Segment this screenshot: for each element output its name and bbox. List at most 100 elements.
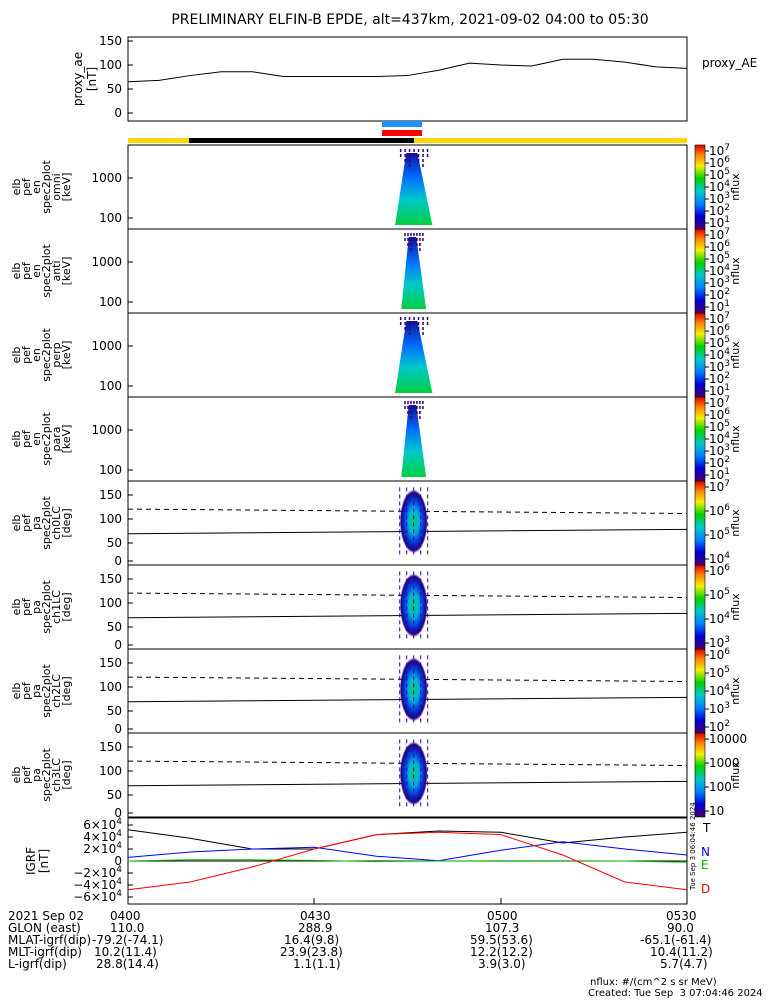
colorbar-tick-label: 104 <box>709 263 730 278</box>
panel-frame <box>127 732 688 818</box>
y-tick-label: 100 <box>99 295 122 309</box>
row-label: MLAT-igrf(dip) <box>8 933 92 947</box>
colorbar-tick-label: 102 <box>709 455 730 470</box>
x-tick-label-3: 0530 <box>666 909 697 923</box>
colorbar-scale <box>694 648 706 734</box>
y-tick-label: 50 <box>107 788 122 802</box>
x-tick-label-0: 0400 <box>110 909 141 923</box>
x-axis <box>127 898 688 904</box>
ephemeris-bar-center <box>189 138 414 143</box>
y-tick-label: 0 <box>114 806 122 820</box>
proxy-ae-ylabel: proxy_ae <box>71 52 85 106</box>
colorbar-tick-label: 104 <box>709 611 730 626</box>
proxy-ae-tick-label: 150 <box>99 34 122 48</box>
y-tick-label: 0 <box>114 638 122 652</box>
panel-elb_pef_pa_spec2plot_ch2LC: 150100500elbpefpaspec2plotch2LC[deg]1061… <box>10 647 742 736</box>
x-tick-label-2: 0500 <box>487 909 518 923</box>
panel-ylabel: en <box>30 180 43 194</box>
igrf-tick-label: 0 <box>114 854 122 868</box>
row-value: 10.2(11.4) <box>94 945 157 959</box>
panel-ylabel: para <box>50 427 63 452</box>
panel-ylabel: elb <box>10 347 23 364</box>
created-note: Created: Tue Sep 3 07:04:46 2024 <box>588 988 763 999</box>
science-zone-blue <box>382 121 422 127</box>
y-tick-label: 1000 <box>91 339 122 353</box>
igrf-legend-d: D <box>701 882 710 896</box>
colorbar-tick-label: 103 <box>709 275 730 290</box>
row-value: 23.9(23.8) <box>280 945 343 959</box>
proxy-ae-tick-label: 50 <box>107 82 122 96</box>
panel-ylabel: pa <box>30 600 43 614</box>
colorbar-tick-label: 106 <box>709 647 730 662</box>
panel-elb_pef_en_spec2plot_omni: 1000100elbpefenspec2plotomni[keV]1071061… <box>10 143 742 230</box>
colorbar-tick-label: 103 <box>709 359 730 374</box>
panel-ylabel: spec2plot <box>40 328 53 382</box>
colorbar-tick-label: 105 <box>709 587 730 602</box>
igrf-tick-label: −6×104 <box>73 889 122 904</box>
row-label: L-igrf(dip) <box>8 957 67 971</box>
colorbar-label: nflux <box>729 677 742 705</box>
colorbar-tick-label: 101 <box>709 215 730 230</box>
panel-ylabel: pef <box>20 765 33 784</box>
panel-ylabel: elb <box>10 683 23 700</box>
igrf-legend-t: T <box>702 821 711 835</box>
row-value: 28.8(14.4) <box>96 957 159 971</box>
proxy-ae-tick-label: 0 <box>114 106 122 120</box>
colorbar-tick-label: 104 <box>709 683 730 698</box>
panel-ylabel: [keV] <box>60 257 73 286</box>
colorbar: 10000 1000 100 10 nflux <box>694 732 747 818</box>
igrf-tick-label: −4×104 <box>73 877 122 892</box>
colorbar-tick-label: 102 <box>709 719 730 734</box>
panel-ylabel: pef <box>20 261 33 280</box>
panel-ylabel: spec2plot <box>40 580 53 634</box>
y-tick-label: 1000 <box>91 255 122 269</box>
side-timestamp: Tue Sep 3 06:04:46 2024 <box>689 802 697 891</box>
units-note: nflux: #/(cm^2 s sr MeV) <box>590 977 717 988</box>
colorbar-tick-label: 103 <box>709 635 730 650</box>
panel-ylabel: elb <box>10 263 23 280</box>
spectrogram-panels: 1000100elbpefenspec2plotomni[keV]1071061… <box>10 143 747 820</box>
colorbar-tick-label: 1000 <box>709 756 740 770</box>
colorbar-tick-label: 107 <box>709 395 730 410</box>
y-tick-label: 150 <box>99 656 122 670</box>
igrf-line-N <box>127 841 688 862</box>
colorbar: 107 106 105 104 nflux <box>694 479 742 566</box>
row-value: -79.2(-74.1) <box>92 933 164 947</box>
panel-ylabel: ch3LC <box>50 758 63 792</box>
panel-ylabel: en <box>30 348 43 362</box>
y-tick-label: 100 <box>99 211 122 225</box>
colorbar-tick-label: 106 <box>709 407 730 422</box>
igrf-ylabel: IGRF <box>24 847 38 875</box>
igrf-lines <box>127 829 688 891</box>
colorbar-tick-label: 104 <box>709 347 730 362</box>
y-tick-label: 100 <box>99 680 122 694</box>
y-tick-label: 0 <box>114 554 122 568</box>
proxy-ae-ylabel-unit: [nT] <box>85 67 99 91</box>
colorbar-tick-label: 105 <box>709 665 730 680</box>
panel-ylabel: pef <box>20 513 33 532</box>
colorbar-tick-label: 106 <box>709 503 730 518</box>
spectrogram-flux <box>401 237 427 309</box>
igrf-line-D <box>127 831 688 891</box>
panel-ylabel: elb <box>10 515 23 532</box>
y-tick-label: 100 <box>99 596 122 610</box>
colorbar-scale <box>694 564 706 650</box>
y-tick-label: 1000 <box>91 423 122 437</box>
colorbar-tick-label: 107 <box>709 227 730 242</box>
x-tick-label-1: 0430 <box>300 909 331 923</box>
colorbar-tick-label: 105 <box>709 419 730 434</box>
colorbar-scale <box>694 732 706 818</box>
y-tick-label: 100 <box>99 379 122 393</box>
colorbar-tick-label: 106 <box>709 239 730 254</box>
proxy-ae-legend: proxy_AE <box>702 56 757 70</box>
colorbar-label: nflux <box>729 761 742 789</box>
panel-ylabel: elb <box>10 431 23 448</box>
ephemeris-bar <box>128 138 687 143</box>
spectrogram-flux <box>395 153 433 225</box>
colorbar-tick-label: 104 <box>709 551 730 566</box>
igrf-tick-label: −2×104 <box>73 865 122 880</box>
y-tick-label: 150 <box>99 488 122 502</box>
y-tick-label: 0 <box>114 722 122 736</box>
spectrogram-flux <box>401 405 427 477</box>
